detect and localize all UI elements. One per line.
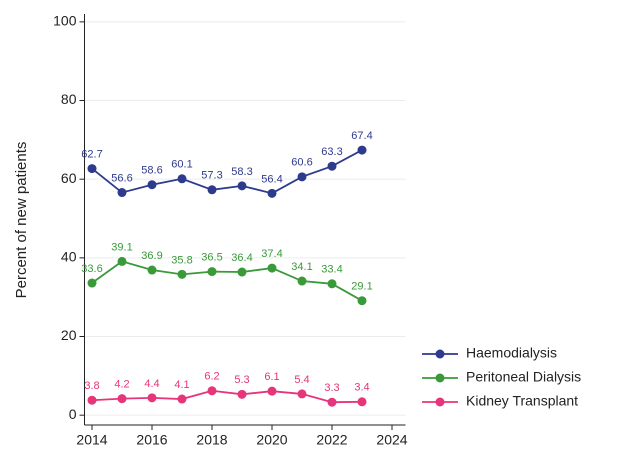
value-label: 33.4 xyxy=(321,264,342,276)
value-label: 4.1 xyxy=(174,379,189,391)
point xyxy=(207,185,217,195)
value-label: 62.7 xyxy=(81,148,102,160)
legend-label: Haemodialysis xyxy=(466,345,557,361)
point xyxy=(177,174,187,184)
value-label: 58.3 xyxy=(231,166,252,178)
value-label: 34.1 xyxy=(291,261,312,273)
value-label: 67.4 xyxy=(351,130,372,142)
y-tick-label: 60 xyxy=(61,170,77,186)
point xyxy=(297,389,307,399)
series-line xyxy=(91,260,363,302)
value-label: 6.2 xyxy=(204,371,219,383)
value-label: 56.4 xyxy=(261,173,282,185)
value-label: 4.2 xyxy=(114,379,129,391)
value-label: 63.3 xyxy=(321,146,342,158)
point xyxy=(117,394,127,404)
y-tick-label: 80 xyxy=(61,91,77,107)
point xyxy=(357,397,367,407)
point xyxy=(177,394,187,404)
value-label: 58.6 xyxy=(141,165,162,177)
point xyxy=(357,145,367,155)
value-label: 29.1 xyxy=(351,281,372,293)
value-label: 57.3 xyxy=(201,170,222,182)
x-tick-label: 2018 xyxy=(196,432,227,448)
value-label: 35.8 xyxy=(171,254,192,266)
value-label: 37.4 xyxy=(261,248,282,260)
series-line xyxy=(91,389,363,404)
point xyxy=(357,296,367,306)
legend-marker xyxy=(435,373,445,383)
y-tick-label: 40 xyxy=(61,249,77,265)
y-tick-label: 100 xyxy=(53,13,77,29)
point xyxy=(237,389,247,399)
point xyxy=(267,263,277,273)
value-label: 5.4 xyxy=(294,374,309,386)
value-label: 3.8 xyxy=(84,380,99,392)
legend-marker xyxy=(435,349,445,359)
point xyxy=(87,278,97,288)
y-axis-label: Percent of new patients xyxy=(13,142,30,299)
value-label: 36.4 xyxy=(231,252,252,264)
x-tick-label: 2024 xyxy=(376,432,407,448)
x-tick-label: 2014 xyxy=(76,432,107,448)
value-label: 3.4 xyxy=(354,382,369,394)
point xyxy=(147,393,157,403)
x-tick-label: 2020 xyxy=(256,432,287,448)
point xyxy=(207,386,217,396)
point xyxy=(297,172,307,182)
value-label: 36.5 xyxy=(201,252,222,264)
point xyxy=(297,276,307,286)
point xyxy=(327,279,337,289)
x-tick-label: 2022 xyxy=(316,432,347,448)
value-label: 56.6 xyxy=(111,172,132,184)
point xyxy=(327,397,337,407)
point xyxy=(87,395,97,405)
point xyxy=(117,256,127,266)
series-line xyxy=(91,149,363,195)
y-tick-label: 0 xyxy=(69,406,77,422)
point xyxy=(147,180,157,190)
legend-label: Peritoneal Dialysis xyxy=(466,369,581,385)
value-label: 60.1 xyxy=(171,159,192,171)
point xyxy=(147,265,157,275)
x-tick-label: 2016 xyxy=(136,432,167,448)
value-label: 6.1 xyxy=(264,371,279,383)
point xyxy=(87,164,97,174)
value-label: 39.1 xyxy=(111,241,132,253)
point xyxy=(207,267,217,277)
point xyxy=(177,269,187,279)
value-label: 5.3 xyxy=(234,374,249,386)
point xyxy=(237,181,247,191)
point xyxy=(117,188,127,198)
value-label: 60.6 xyxy=(291,157,312,169)
point xyxy=(267,188,277,198)
value-label: 33.6 xyxy=(81,263,102,275)
y-tick-label: 20 xyxy=(61,327,77,343)
point xyxy=(237,267,247,277)
point xyxy=(267,386,277,396)
point xyxy=(327,161,337,171)
legend-marker xyxy=(435,397,445,407)
value-label: 36.9 xyxy=(141,250,162,262)
legend-label: Kidney Transplant xyxy=(466,393,578,409)
value-label: 4.4 xyxy=(144,378,159,390)
value-label: 3.3 xyxy=(324,382,339,394)
